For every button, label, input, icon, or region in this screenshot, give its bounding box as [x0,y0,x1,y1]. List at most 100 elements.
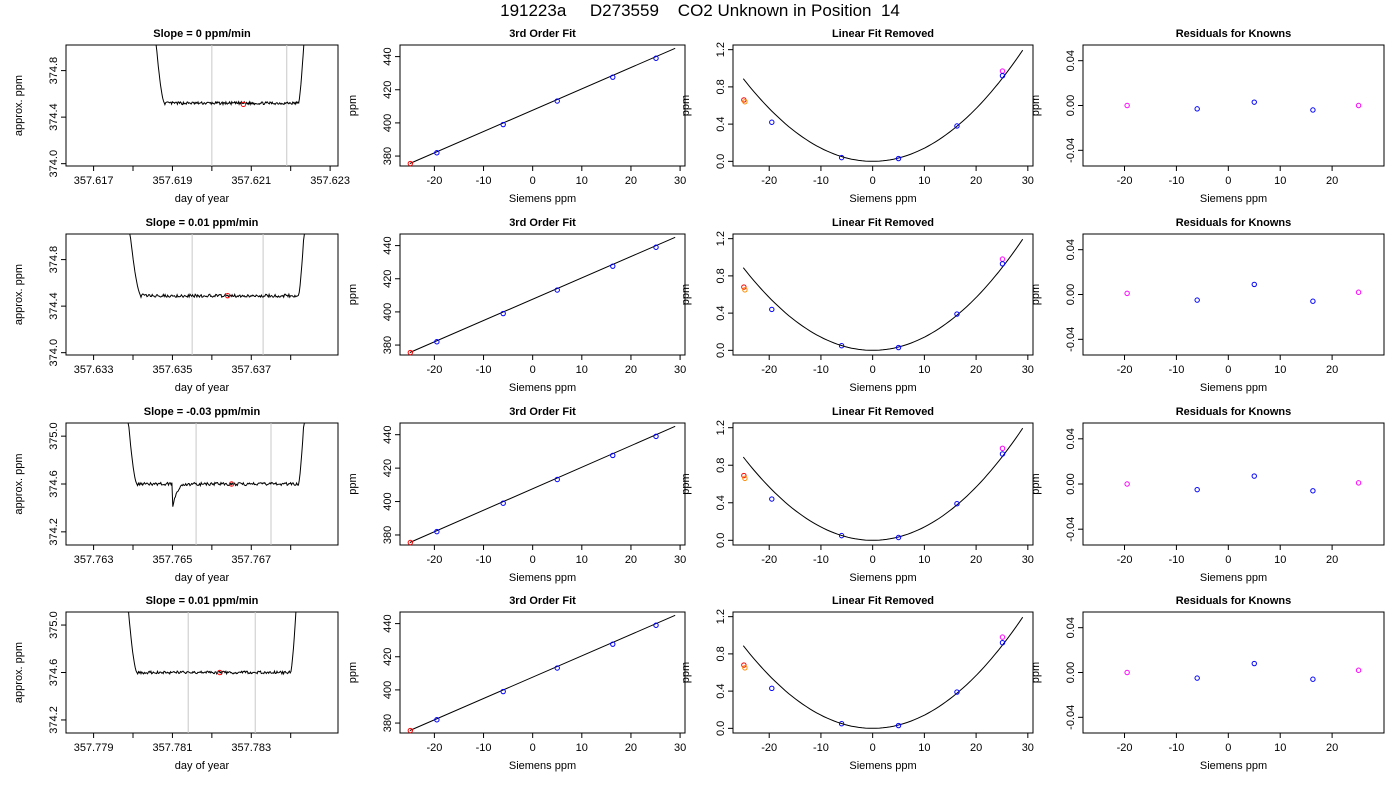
x-tick-label: 20 [1326,554,1338,566]
data-point [954,123,960,129]
data-point [1310,488,1316,494]
y-tick-label: 0.8 [715,458,727,473]
panel-title: Residuals for Knowns [1176,217,1292,229]
y-tick-label: -0.04 [1065,705,1077,730]
y-tick-label: 0.4 [715,305,727,320]
x-axis-label: day of year [175,760,230,772]
y-tick-label: 0.0 [715,154,727,169]
y-tick-label: 0.4 [715,495,727,510]
data-trace [121,233,311,299]
plot-frame [399,611,686,734]
x-tick-label: 0 [530,742,536,754]
x-tick-label: 30 [674,554,686,566]
y-tick-label: 440 [382,614,394,632]
y-tick-label: 380 [382,147,394,165]
data-point [554,287,560,293]
panel-title: Slope = -0.03 ppm/min [144,406,261,418]
x-tick-label: 0 [530,175,536,187]
data-point [1310,676,1316,682]
panel-r4-c4: Residuals for Knowns Siemens ppm ppm -0.04 0… [1030,595,1385,772]
data-point [1194,675,1200,681]
data-point [1194,106,1200,112]
data-point [1310,107,1316,113]
x-tick-label: 0 [1225,175,1231,187]
x-tick-label: 10 [918,554,930,566]
data-point [1194,486,1200,493]
data-point [434,339,440,345]
data-point [1251,473,1257,479]
x-tick-label: 20 [970,554,982,566]
y-tick-label: 0.04 [1065,428,1077,449]
x-tick-label: 357.619 [153,175,193,187]
data-point [1355,102,1362,109]
x-axis-label: Siemens ppm [849,572,916,584]
panel-title: Slope = 0 ppm/min [153,28,251,40]
data-point [407,539,414,546]
y-tick-label: 0.04 [1065,617,1077,638]
panel-title: Residuals for Knowns [1176,595,1292,607]
y-tick-label: 0.4 [715,683,727,698]
data-point [1355,480,1362,486]
y-axis-label: ppm [1030,662,1042,683]
data-point [1251,281,1257,288]
plot-frame [732,233,1034,356]
x-tick-label: -10 [1168,175,1184,187]
panel-title: 3rd Order Fit [509,217,576,229]
panel-r1-c3: Linear Fit Removed Siemens ppm ppm 0.0 0.4 0.… [680,28,1034,205]
x-tick-label: -20 [1117,364,1133,376]
panel-title: Residuals for Knowns [1176,28,1292,40]
x-tick-label: 357.633 [74,364,114,376]
plot-frame [1082,233,1385,356]
plot-frame [1082,611,1385,734]
marker-point [228,481,235,487]
x-tick-label: 10 [1274,175,1286,187]
panel-r2-c4: Residuals for Knowns Siemens ppm ppm -0.04 0… [1030,217,1385,394]
fit-curve [742,49,1024,162]
data-point [610,452,616,459]
panel-r1-c4: Residuals for Knowns Siemens ppm ppm -0.04 0… [1030,28,1385,205]
data-point [500,310,506,317]
data-point [653,433,659,440]
x-tick-label: 0 [870,742,876,754]
plot-frame [732,44,1034,167]
x-tick-label: -10 [476,554,492,566]
x-tick-label: 20 [625,742,637,754]
x-tick-label: 10 [918,742,930,754]
y-tick-label: 440 [382,426,394,444]
y-tick-label: 400 [382,114,394,132]
data-point [1124,290,1130,297]
data-point [999,73,1006,79]
x-tick-label: 20 [970,175,982,187]
y-tick-label: 380 [382,336,394,354]
y-tick-label: 400 [382,681,394,699]
fit-line [409,47,676,164]
y-tick-label: 440 [382,47,394,65]
x-tick-label: 20 [625,364,637,376]
data-point [742,665,748,671]
panel-r1-c1: Slope = 0 ppm/min day of year approx. ppm 3… [13,28,350,205]
x-tick-label: 357.623 [310,175,350,187]
x-tick-label: 357.765 [153,554,193,566]
y-tick-label: 374.8 [48,246,60,274]
x-tick-label: -10 [1168,554,1184,566]
x-tick-label: 30 [1022,175,1034,187]
y-tick-label: 374.2 [48,706,60,734]
y-tick-label: 0.4 [715,116,727,131]
y-tick-label: 440 [382,236,394,254]
y-axis-label: ppm [1030,284,1042,305]
data-point [741,662,747,668]
data-point [769,119,775,125]
y-tick-label: 0.04 [1065,50,1077,71]
x-tick-label: 357.635 [153,364,193,376]
x-tick-label: 10 [918,364,930,376]
x-tick-label: 0 [870,554,876,566]
data-point [742,475,748,482]
data-point [895,344,902,351]
data-point [500,688,506,695]
x-axis-label: day of year [175,572,230,584]
x-tick-label: -20 [761,742,777,754]
data-point [1124,481,1130,487]
data-point [954,689,960,695]
x-tick-label: 30 [1022,364,1034,376]
